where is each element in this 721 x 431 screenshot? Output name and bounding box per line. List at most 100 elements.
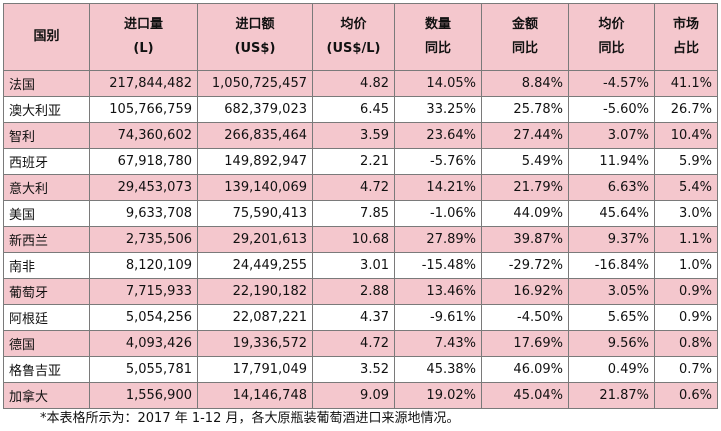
cell-volume-yoy: 14.05% xyxy=(394,70,482,97)
cell-value-yoy: 27.44% xyxy=(481,122,569,149)
cell-avg-price: 2.21 xyxy=(312,148,395,175)
cell-market-share: 5.9% xyxy=(654,148,718,175)
cell-price-yoy: -16.84% xyxy=(568,252,655,279)
cell-volume-yoy: -1.06% xyxy=(394,200,482,227)
header-volume-yoy: 数量 同比 xyxy=(394,3,482,71)
cell-volume: 67,918,780 xyxy=(89,148,198,175)
header-value-yoy: 金额 同比 xyxy=(481,3,569,71)
cell-value: 24,449,255 xyxy=(197,252,313,279)
header-market-share: 市场 占比 xyxy=(654,3,718,71)
table-row: 阿根廷 5,054,256 22,087,221 4.37 -9.61% -4.50% 5.… xyxy=(3,304,718,331)
cell-market-share: 1.0% xyxy=(654,252,718,279)
cell-value-yoy: 44.09% xyxy=(481,200,569,227)
cell-avg-price: 2.88 xyxy=(312,278,395,305)
cell-value-yoy: 16.92% xyxy=(481,278,569,305)
cell-price-yoy: -4.57% xyxy=(568,70,655,97)
cell-market-share: 1.1% xyxy=(654,226,718,253)
cell-value-yoy: -29.72% xyxy=(481,252,569,279)
cell-country: 德国 xyxy=(3,330,90,357)
cell-avg-price: 3.01 xyxy=(312,252,395,279)
cell-value-yoy: 45.04% xyxy=(481,382,569,409)
cell-volume: 74,360,602 xyxy=(89,122,198,149)
cell-value: 266,835,464 xyxy=(197,122,313,149)
cell-avg-price: 4.82 xyxy=(312,70,395,97)
cell-volume-yoy: 27.89% xyxy=(394,226,482,253)
cell-avg-price: 10.68 xyxy=(312,226,395,253)
table-row: 新西兰 2,735,506 29,201,613 10.68 27.89% 39.87% 9… xyxy=(3,226,718,253)
cell-market-share: 3.0% xyxy=(654,200,718,227)
table-row: 格鲁吉亚 5,055,781 17,791,049 3.52 45.38% 46.09% 0… xyxy=(3,356,718,383)
table-row: 西班牙 67,918,780 149,892,947 2.21 -5.76% 5.49% 1… xyxy=(3,148,718,175)
cell-value-yoy: 39.87% xyxy=(481,226,569,253)
cell-market-share: 26.7% xyxy=(654,96,718,123)
cell-volume: 5,055,781 xyxy=(89,356,198,383)
cell-avg-price: 7.85 xyxy=(312,200,395,227)
cell-avg-price: 3.52 xyxy=(312,356,395,383)
cell-country: 南非 xyxy=(3,252,90,279)
cell-value-yoy: 5.49% xyxy=(481,148,569,175)
cell-price-yoy: 9.37% xyxy=(568,226,655,253)
cell-country: 法国 xyxy=(3,70,90,97)
cell-volume-yoy: 13.46% xyxy=(394,278,482,305)
cell-volume-yoy: 19.02% xyxy=(394,382,482,409)
cell-avg-price: 4.37 xyxy=(312,304,395,331)
cell-volume: 2,735,506 xyxy=(89,226,198,253)
cell-volume: 29,453,073 xyxy=(89,174,198,201)
cell-value: 19,336,572 xyxy=(197,330,313,357)
footnote: *本表格所示为：2017 年 1-12 月，各大原瓶装葡萄酒进口来源地情况。 xyxy=(40,411,460,426)
cell-volume-yoy: -15.48% xyxy=(394,252,482,279)
header-volume: 进口量 (L) xyxy=(89,3,198,71)
cell-volume: 105,766,759 xyxy=(89,96,198,123)
cell-avg-price: 6.45 xyxy=(312,96,395,123)
cell-price-yoy: 3.07% xyxy=(568,122,655,149)
cell-value-yoy: 46.09% xyxy=(481,356,569,383)
cell-value-yoy: 25.78% xyxy=(481,96,569,123)
cell-value-yoy: 17.69% xyxy=(481,330,569,357)
cell-value: 149,892,947 xyxy=(197,148,313,175)
table-row: 南非 8,120,109 24,449,255 3.01 -15.48% -29.72% -… xyxy=(3,252,718,279)
header-price-yoy: 均价 同比 xyxy=(568,3,655,71)
cell-country: 加拿大 xyxy=(3,382,90,409)
table-row: 加拿大 1,556,900 14,146,748 9.09 19.02% 45.04% 21… xyxy=(3,382,718,409)
cell-country: 新西兰 xyxy=(3,226,90,253)
cell-market-share: 41.1% xyxy=(654,70,718,97)
cell-value: 22,087,221 xyxy=(197,304,313,331)
header-value: 进口额 (US$) xyxy=(197,3,313,71)
table-row: 德国 4,093,426 19,336,572 4.72 7.43% 17.69% 9.56… xyxy=(3,330,718,357)
table-body: 法国 217,844,482 1,050,725,457 4.82 14.05% 8.84… xyxy=(3,70,718,409)
cell-volume-yoy: 33.25% xyxy=(394,96,482,123)
table-row: 意大利 29,453,073 139,140,069 4.72 14.21% 21.79%… xyxy=(3,174,718,201)
cell-volume: 9,633,708 xyxy=(89,200,198,227)
cell-market-share: 0.9% xyxy=(654,304,718,331)
table-row: 智利 74,360,602 266,835,464 3.59 23.64% 27.44% 3… xyxy=(3,122,718,149)
cell-volume: 8,120,109 xyxy=(89,252,198,279)
cell-market-share: 0.7% xyxy=(654,356,718,383)
table-row: 美国 9,633,708 75,590,413 7.85 -1.06% 44.09% 45.… xyxy=(3,200,718,227)
cell-volume: 1,556,900 xyxy=(89,382,198,409)
cell-volume-yoy: 45.38% xyxy=(394,356,482,383)
cell-country: 阿根廷 xyxy=(3,304,90,331)
cell-value-yoy: 21.79% xyxy=(481,174,569,201)
cell-volume: 5,054,256 xyxy=(89,304,198,331)
cell-value: 75,590,413 xyxy=(197,200,313,227)
cell-volume-yoy: -9.61% xyxy=(394,304,482,331)
cell-market-share: 0.6% xyxy=(654,382,718,409)
cell-price-yoy: 21.87% xyxy=(568,382,655,409)
cell-volume-yoy: -5.76% xyxy=(394,148,482,175)
cell-volume-yoy: 14.21% xyxy=(394,174,482,201)
cell-avg-price: 4.72 xyxy=(312,174,395,201)
cell-value: 1,050,725,457 xyxy=(197,70,313,97)
cell-avg-price: 3.59 xyxy=(312,122,395,149)
table-row: 澳大利亚 105,766,759 682,379,023 6.45 33.25% 25.7… xyxy=(3,96,718,123)
table-row: 法国 217,844,482 1,050,725,457 4.82 14.05% 8.84… xyxy=(3,70,718,97)
cell-value: 14,146,748 xyxy=(197,382,313,409)
cell-price-yoy: 3.05% xyxy=(568,278,655,305)
cell-price-yoy: 0.49% xyxy=(568,356,655,383)
cell-price-yoy: -5.60% xyxy=(568,96,655,123)
cell-price-yoy: 11.94% xyxy=(568,148,655,175)
cell-avg-price: 9.09 xyxy=(312,382,395,409)
header-country: 国别 xyxy=(3,3,90,71)
cell-country: 意大利 xyxy=(3,174,90,201)
cell-market-share: 10.4% xyxy=(654,122,718,149)
